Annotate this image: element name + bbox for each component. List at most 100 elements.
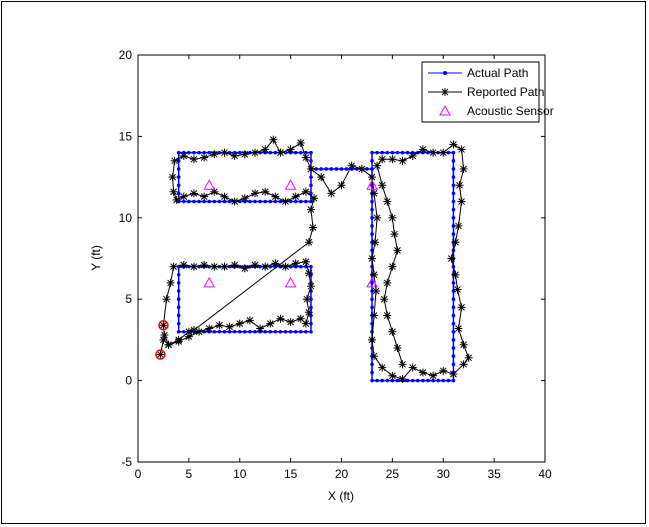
- actual-path-point: [309, 264, 313, 269]
- reported-path-point: [370, 352, 379, 361]
- actual-path-point: [426, 378, 430, 383]
- actual-path-point: [334, 167, 339, 171]
- reported-path-point: [378, 363, 387, 372]
- actual-path-point: [451, 378, 456, 383]
- actual-path-point: [212, 199, 217, 204]
- actual-path-point: [431, 378, 435, 383]
- reported-path-point: [174, 335, 183, 344]
- reported-path-point: [281, 262, 290, 271]
- legend-marker-acoustic-sensor: [439, 104, 451, 116]
- actual-path-point: [222, 329, 227, 334]
- actual-path-point: [451, 175, 456, 179]
- reported-path-point: [301, 187, 310, 196]
- reported-path-point: [172, 195, 181, 204]
- reported-path-point: [457, 197, 466, 206]
- legend-label-actual-path: Actual Path: [467, 66, 528, 80]
- y-axis-label: Y (ft): [89, 245, 103, 271]
- reported-path-point: [309, 223, 318, 232]
- reported-path-point: [310, 194, 319, 203]
- actual-path-point: [273, 199, 278, 204]
- actual-path-point: [309, 329, 313, 334]
- reported-path-point: [251, 189, 260, 198]
- reported-path-point: [459, 164, 468, 173]
- actual-path-point: [176, 313, 181, 318]
- actual-path-point: [187, 199, 191, 204]
- reported-path-point: [189, 155, 198, 164]
- actual-path-point: [248, 329, 252, 334]
- highlight-point: [158, 319, 169, 331]
- actual-path-point: [451, 183, 456, 188]
- reported-path-point: [189, 189, 198, 198]
- reported-path-point: [408, 363, 417, 372]
- reported-path-point: [418, 368, 427, 377]
- reported-path-point: [398, 156, 407, 165]
- reported-path-point: [296, 138, 305, 147]
- reported-path-point: [200, 153, 209, 162]
- reported-path-point: [418, 145, 427, 154]
- actual-path-point: [451, 232, 456, 236]
- actual-path-point: [263, 199, 267, 204]
- actual-path-point: [176, 321, 181, 326]
- actual-path-point: [441, 378, 446, 383]
- reported-path-point: [370, 270, 379, 279]
- legend-entry-actual-path: Actual Path: [428, 66, 528, 80]
- reported-path-point: [439, 366, 448, 375]
- reported-path-point: [317, 173, 326, 182]
- reported-path-point: [370, 311, 379, 320]
- actual-path-point: [451, 199, 456, 204]
- actual-path-point: [217, 329, 222, 334]
- actual-path-line: [177, 151, 312, 203]
- actual-path-point: [273, 329, 278, 334]
- actual-path-point: [446, 378, 451, 383]
- actual-path-point: [309, 191, 313, 196]
- reported-path-point: [200, 261, 209, 270]
- actual-path-point: [370, 297, 374, 302]
- actual-path-point: [370, 289, 374, 293]
- actual-path-point: [309, 305, 313, 310]
- actual-path-point: [197, 199, 201, 204]
- reported-path-point: [276, 148, 285, 157]
- reported-path-point: [304, 308, 313, 317]
- reported-path-point: [449, 140, 458, 149]
- reported-path-point: [179, 151, 188, 160]
- actual-path-point: [451, 362, 456, 367]
- series-reported-path: [156, 135, 473, 383]
- acoustic-sensor-point: [366, 179, 378, 190]
- acoustic-sensor-point: [203, 179, 216, 190]
- reported-path-point: [240, 150, 249, 159]
- actual-path-point: [421, 378, 425, 383]
- actual-path-point: [181, 199, 186, 204]
- reported-path-point: [398, 374, 407, 383]
- actual-path-point: [207, 199, 212, 204]
- actual-path-point: [278, 199, 283, 204]
- reported-path-point: [327, 189, 336, 198]
- actual-path-point: [176, 329, 181, 334]
- actual-path-point: [370, 159, 374, 163]
- actual-path-point: [309, 175, 313, 179]
- reported-path-point: [337, 181, 346, 190]
- actual-path-point: [405, 378, 410, 383]
- legend: Actual Path Reported Path Acoustic Senso…: [421, 61, 554, 123]
- reported-path-point: [168, 173, 177, 182]
- reported-path-point: [170, 156, 179, 165]
- reported-path-point: [189, 326, 198, 335]
- legend-label-reported-path: Reported Path: [467, 85, 544, 99]
- reported-path-point: [373, 213, 382, 222]
- actual-path-point: [293, 199, 298, 204]
- actual-path-point: [258, 199, 262, 204]
- reported-path-point: [380, 295, 389, 304]
- reported-path-point: [179, 192, 188, 201]
- x-tick-label: 10: [233, 467, 247, 481]
- y-tick-label: 15: [119, 129, 133, 143]
- x-tick-label: 20: [335, 467, 349, 481]
- reported-path-point: [251, 261, 260, 270]
- y-tick-label: -5: [121, 455, 132, 469]
- actual-path-point: [451, 159, 456, 163]
- actual-path-point: [451, 313, 456, 318]
- reported-path-point: [210, 262, 219, 271]
- reported-path-point: [276, 314, 285, 323]
- actual-path-point: [227, 329, 232, 334]
- reported-path-point: [393, 246, 402, 255]
- actual-path-point: [192, 150, 196, 155]
